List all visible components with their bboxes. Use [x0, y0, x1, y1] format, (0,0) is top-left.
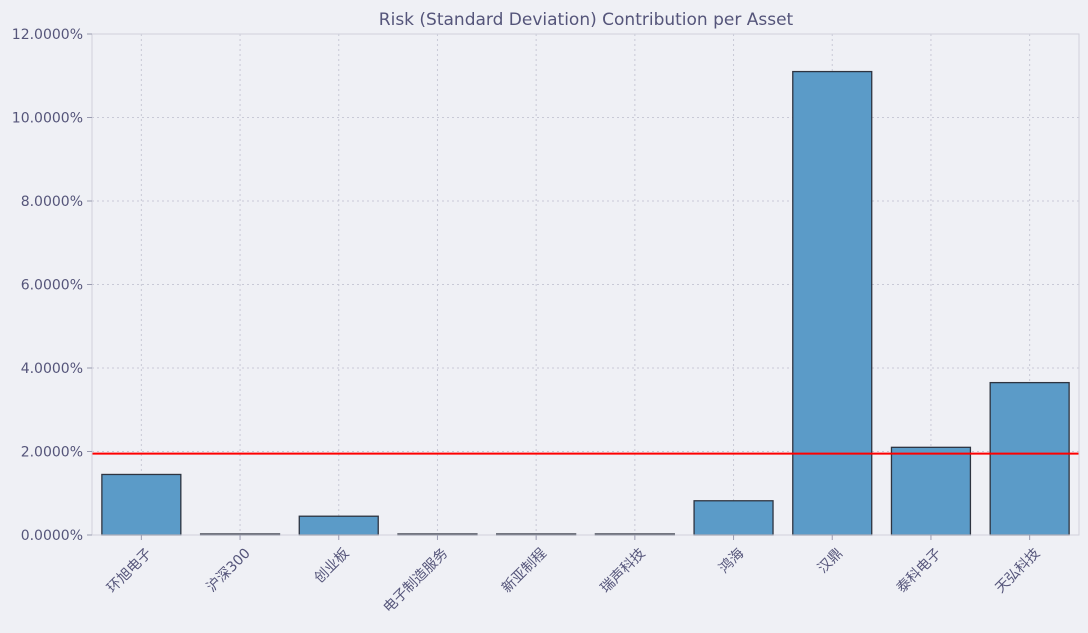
y-tick-label: 8.0000%: [21, 194, 83, 210]
chart-title: Risk (Standard Deviation) Contribution p…: [379, 10, 794, 30]
x-tick-label: 汉鼎: [815, 545, 846, 576]
bar-7: [792, 70, 873, 536]
x-tick-label: 新亚制程: [499, 545, 550, 596]
x-tick-label: 天弘科技: [992, 545, 1043, 596]
x-tick-label: 鸿海: [715, 545, 747, 577]
x-tick-label: 环旭电子: [104, 545, 155, 596]
x-axis-ticks: 环旭电子 沪深300 创业板 电子制造服务 新亚制程 瑞声科技 鸿海 汉鼎 泰科电子 天弘科技: [104, 535, 1043, 616]
y-tick-label: 0.0000%: [21, 528, 83, 544]
bar-9: [989, 381, 1070, 536]
y-tick-label: 4.0000%: [21, 361, 83, 377]
y-tick-label: 12.0000%: [12, 27, 83, 43]
bar-8: [890, 446, 972, 536]
x-tick-label: 沪深300: [204, 545, 254, 595]
x-tick-label: 泰科电子: [894, 545, 945, 596]
y-tick-label: 6.0000%: [21, 278, 83, 294]
bar-2: [298, 515, 379, 536]
x-tick-label: 创业板: [311, 545, 352, 586]
y-tick-label: 10.0000%: [12, 111, 83, 127]
bars: [101, 70, 1070, 536]
x-tick-label: 瑞声科技: [598, 545, 649, 596]
bar-0: [101, 473, 182, 536]
y-tick-label: 2.0000%: [21, 445, 83, 461]
x-tick-label: 电子制造服务: [380, 545, 451, 616]
y-axis-ticks: 0.0000% 2.0000% 4.0000% 6.0000% 8.0000% 10.00…: [12, 27, 92, 544]
bar-6: [693, 500, 774, 536]
